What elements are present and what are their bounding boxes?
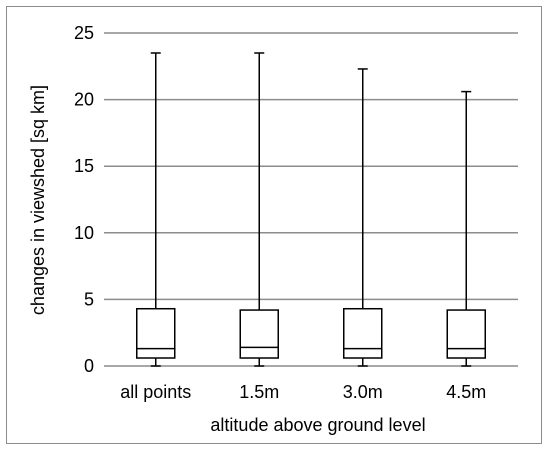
y-tick-label: 25 [74,23,94,43]
box-2 [239,52,279,367]
iqr-box [239,309,279,359]
y-tick-label: 5 [84,289,94,309]
y-tick-labels: 0 5 10 15 20 25 [74,23,94,376]
x-tick-label: 1.5m [239,382,279,402]
box-1 [136,52,176,367]
chart-frame [6,6,542,444]
x-tick-label: all points [120,382,191,402]
iqr-box [343,307,383,359]
y-tick-label: 15 [74,156,94,176]
boxes [136,52,486,367]
iqr-box [136,307,176,359]
box-3 [343,68,383,367]
iqr-box [446,309,486,359]
y-axis-title: changes in viewshed [sq km] [28,85,48,315]
y-tick-label: 0 [84,356,94,376]
x-axis-title: altitude above ground level [210,415,425,435]
box-4 [446,90,486,367]
gridlines [104,32,518,367]
x-tick-label: 3.0m [343,382,383,402]
x-tick-label: 4.5m [446,382,486,402]
y-tick-label: 20 [74,90,94,110]
x-tick-labels: all points 1.5m 3.0m 4.5m [120,382,486,402]
y-tick-label: 10 [74,223,94,243]
